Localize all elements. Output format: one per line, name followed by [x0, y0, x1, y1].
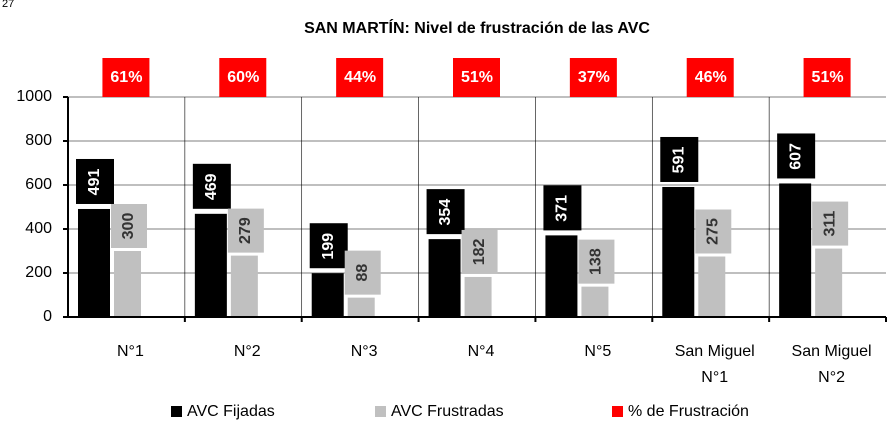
percentage-box — [102, 58, 150, 97]
percentage-label: 37% — [578, 69, 610, 86]
legend-swatch — [612, 406, 623, 417]
percentage-label: 51% — [461, 69, 493, 86]
x-tick-label: San Miguel N°1 — [675, 343, 755, 386]
x-tick-line: N°2 — [818, 369, 845, 386]
value-label-box — [76, 158, 114, 204]
value-label-box — [309, 223, 348, 269]
value-label: 279 — [237, 217, 254, 244]
x-tick-label: N°1 — [117, 343, 144, 360]
value-label: 591 — [671, 147, 688, 174]
value-label: 491 — [86, 169, 103, 196]
y-tick-label: 400 — [25, 220, 52, 237]
legend-label: AVC Frustradas — [391, 403, 504, 420]
bar — [698, 256, 726, 317]
bar — [311, 273, 344, 317]
value-label: 199 — [320, 233, 337, 260]
bar — [662, 186, 695, 317]
percentage-label: 44% — [344, 69, 376, 86]
value-label-box — [111, 204, 147, 248]
value-label: 138 — [588, 248, 605, 275]
x-tick-label: N°2 — [234, 343, 261, 360]
value-label: 311 — [821, 211, 838, 237]
bar — [78, 208, 110, 317]
value-label: 469 — [203, 173, 220, 200]
legend-swatch — [171, 406, 182, 417]
bar — [230, 255, 258, 317]
value-label-box — [660, 136, 699, 182]
percentage-box — [219, 58, 267, 97]
bar — [194, 213, 227, 317]
x-tick-line: San Miguel — [792, 343, 872, 360]
y-tick-label: 600 — [25, 176, 52, 193]
value-label-box — [543, 185, 582, 231]
percentage-box — [453, 58, 500, 97]
bar — [114, 251, 141, 317]
bar — [581, 286, 609, 317]
chart-title: SAN MARTÍN: Nivel de frustración de las … — [304, 18, 650, 37]
x-tick-line: N°1 — [701, 369, 728, 386]
percentage-label: 46% — [695, 69, 727, 86]
value-label: 607 — [787, 143, 804, 170]
value-label-box — [192, 163, 231, 209]
x-tick-label: N°3 — [351, 343, 378, 360]
value-label: 354 — [437, 199, 454, 226]
bar — [428, 239, 461, 317]
x-tick-label: San Miguel N°2 — [792, 343, 872, 386]
value-label: 88 — [354, 264, 371, 282]
y-tick-label: 0 — [43, 308, 52, 325]
percentage-label: 60% — [227, 69, 259, 86]
x-tick-label: N°5 — [584, 343, 611, 360]
percentage-box — [803, 58, 851, 97]
value-label: 182 — [471, 239, 488, 266]
value-label-box — [812, 201, 849, 246]
y-tick-label: 800 — [25, 132, 52, 149]
page-number: 27 — [2, 0, 14, 10]
value-label-box — [344, 250, 381, 295]
value-label: 300 — [120, 213, 137, 240]
value-label-box — [695, 209, 732, 254]
x-tick-label: N°4 — [468, 343, 495, 360]
x-tick-line: San Miguel — [675, 343, 755, 360]
bar — [464, 276, 492, 317]
legend-label: % de Frustración — [628, 403, 749, 420]
y-tick-label: 200 — [25, 264, 52, 281]
legend-label: AVC Fijadas — [187, 403, 275, 420]
percentage-box — [336, 58, 384, 97]
percentage-box — [569, 58, 617, 97]
percentage-box — [686, 58, 734, 97]
bar — [815, 248, 843, 317]
value-label-box — [777, 133, 816, 179]
value-label-box — [426, 189, 465, 235]
bar — [779, 183, 812, 317]
y-tick-label: 1000 — [16, 88, 52, 105]
percentage-label: 61% — [110, 69, 142, 86]
bar — [545, 235, 578, 317]
bar — [347, 297, 375, 317]
value-label-box — [227, 208, 264, 253]
value-label: 371 — [554, 195, 571, 222]
value-label-box — [461, 229, 498, 274]
percentage-label: 51% — [812, 69, 844, 86]
legend-swatch — [375, 406, 386, 417]
value-label-box — [578, 239, 615, 284]
value-label: 275 — [705, 218, 722, 245]
